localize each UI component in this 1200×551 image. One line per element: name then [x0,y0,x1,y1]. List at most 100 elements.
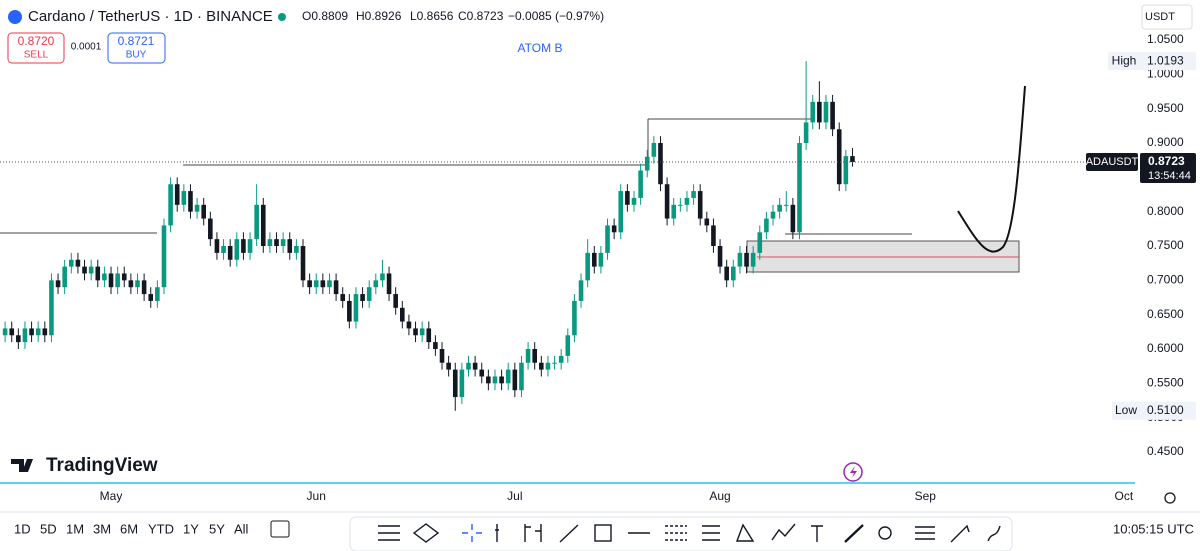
tool-crosshair[interactable] [462,524,482,542]
date-range-icon[interactable] [270,520,290,538]
high-value: 1.0193 [1147,53,1184,67]
candle-body [68,259,74,267]
candle-body [836,129,842,185]
candle-body [472,362,478,370]
low-label: Low [1115,403,1137,417]
candle-body [340,294,346,301]
timeframe-button[interactable]: YTD [148,521,174,536]
candle-body [486,376,491,384]
buy-button[interactable] [107,32,166,64]
candle-body [810,101,816,123]
candle-body [419,328,425,336]
candle-body [545,362,551,370]
ohlc-close: C0.8723 [458,9,504,23]
candle-body [194,204,200,212]
candle-body [188,191,193,212]
candle-body [658,143,663,185]
tool-gann[interactable] [702,525,720,541]
candle-body [433,342,438,350]
candle-body [664,184,670,219]
sell-price[interactable]: 0.8720 [18,34,55,48]
ohlc-change: −0.0085 (−0.97%) [508,9,604,23]
sell-label[interactable]: SELL [24,50,49,61]
tool-wave[interactable] [771,523,796,541]
candle-body [591,252,597,267]
candle-body [757,232,763,253]
candle-body [850,156,855,163]
currency-button[interactable] [1141,4,1193,30]
candle-body [730,266,736,281]
candle-body [552,362,557,364]
drawn-curve [957,85,1026,253]
candle-body [711,225,716,247]
timeframe-button[interactable]: 1D [14,521,31,536]
candle-body [459,369,465,398]
candle-body [280,239,286,247]
candle-body [724,266,729,281]
tool-brush[interactable] [950,524,970,543]
tool-fib[interactable] [665,525,687,541]
candle-body [717,246,723,267]
candle-body [803,122,809,144]
buy-label[interactable]: BUY [126,50,147,61]
tool-text[interactable] [811,525,823,542]
tool-list[interactable] [915,526,935,540]
candle-body [247,239,253,253]
candle-body [572,300,577,336]
tool-people[interactable] [878,526,892,540]
candle-body [631,197,637,205]
symbol-tag: ADAUSDT [1086,156,1139,168]
tool-path[interactable] [987,525,1001,542]
timeframe-button[interactable]: 1M [66,521,84,536]
candle-body [241,239,246,253]
low-value-bg [1140,401,1196,420]
tool-rect[interactable] [594,524,612,542]
candle-body [777,204,782,212]
ohlc-high: H0.8926 [356,9,402,23]
x-tick-label: Sep [915,489,937,503]
candle-body [585,252,590,281]
timeframe-button[interactable]: 6M [120,521,138,536]
tool-trend[interactable] [559,524,579,543]
buy-price[interactable]: 0.8721 [118,34,155,48]
tool-candle[interactable] [495,524,499,542]
candle-body [333,280,339,295]
tool-arrow[interactable] [844,524,864,543]
candle-body [697,191,703,219]
candle-body [49,280,54,336]
candle-body [42,328,48,336]
candle-body [320,280,326,288]
candle-body [29,328,34,336]
spread: 0.0001 [71,42,102,53]
candle-body [82,266,87,274]
sell-button[interactable] [7,32,65,64]
tool-shape[interactable] [412,523,440,543]
tool-bars[interactable] [524,524,542,542]
candle-body [605,225,610,253]
drawing-toolbar [349,516,1013,551]
annotation: ATOM B [518,41,563,55]
candle-body [181,191,187,205]
tool-pattern[interactable] [735,523,755,542]
timeframe-button[interactable]: 5D [40,521,57,536]
y-tick-label: 0.7000 [1147,273,1184,287]
timeframe-button[interactable]: 5Y [209,521,225,536]
settings-icon[interactable] [1164,492,1176,504]
high-label: High [1112,53,1137,67]
currency[interactable]: USDT [1145,11,1175,23]
candle-body [313,280,319,288]
candle-body [790,204,796,233]
timeframe-button[interactable]: All [234,521,249,536]
y-tick-label: 0.9000 [1147,135,1184,149]
candle-body [611,225,617,233]
candle-body [399,307,405,322]
candle-body [512,369,518,391]
timeframe-button[interactable]: 3M [93,521,111,536]
timeframe-button[interactable]: 1Y [183,521,199,536]
tool-lines[interactable] [378,525,400,541]
y-tick-label: 0.4500 [1147,444,1184,458]
event-icon[interactable] [843,462,863,482]
drawing-tools [378,523,1001,543]
candle-body [16,335,21,343]
